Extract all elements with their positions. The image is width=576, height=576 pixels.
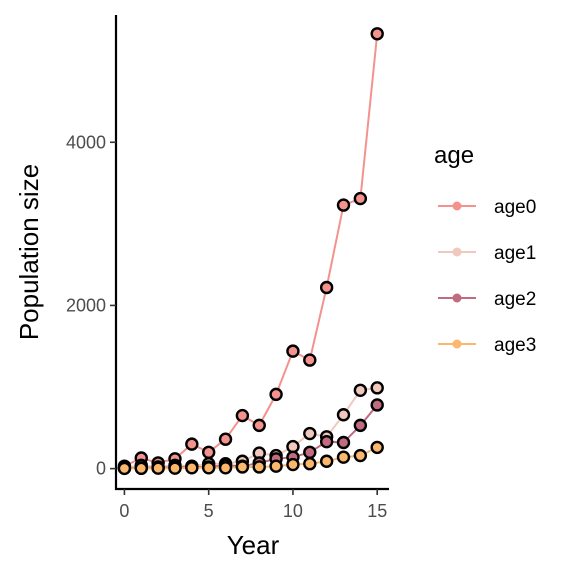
data-point-age3 [269, 459, 283, 473]
data-point-age3 [303, 457, 317, 471]
x-tick-label: 5 [204, 501, 214, 521]
data-point-age3 [218, 461, 233, 475]
data-point-age0 [185, 437, 199, 451]
data-point-age3 [168, 461, 182, 475]
data-point-age2 [336, 435, 351, 450]
y-tick-label: 4000 [66, 132, 106, 152]
legend-title: age [434, 142, 474, 169]
y-tick-label: 2000 [66, 295, 106, 315]
x-tick-label: 10 [283, 501, 303, 521]
data-point-age0 [353, 191, 368, 206]
data-point-age1 [303, 426, 317, 441]
series-line-age0 [123, 33, 379, 468]
x-axis-title: Year [227, 530, 280, 560]
series-lines [123, 33, 379, 470]
data-point-age1 [353, 383, 368, 397]
legend-key-point-age1 [452, 247, 462, 257]
data-point-age0 [286, 344, 300, 358]
data-point-age0 [269, 387, 283, 402]
data-point-age0 [336, 198, 351, 212]
legend-label-age1: age1 [494, 243, 536, 264]
x-tick-label: 0 [119, 501, 129, 521]
data-point-age3 [353, 448, 368, 463]
data-point-age3 [252, 460, 266, 474]
legend-label-age2: age2 [494, 289, 536, 310]
axes: 0 5 10 15 0 2000 4000 [66, 15, 389, 521]
data-point-age2 [353, 418, 368, 433]
legend-label-age3: age3 [494, 335, 536, 356]
data-point-age3 [336, 450, 351, 464]
legend-label-age0: age0 [494, 197, 536, 218]
data-point-age0 [319, 280, 334, 295]
data-point-age3 [117, 461, 132, 476]
data-point-age0 [370, 27, 384, 41]
data-point-age0 [303, 353, 317, 367]
data-point-age3 [185, 461, 199, 475]
data-point-age0 [201, 445, 216, 459]
data-point-age3 [235, 460, 250, 474]
data-point-age1 [370, 381, 384, 395]
data-point-age2 [370, 398, 384, 412]
data-point-age2 [319, 434, 334, 449]
data-point-age0 [252, 418, 266, 433]
series-line-age3 [124, 446, 378, 470]
legend-key-point-age3 [452, 339, 462, 349]
data-point-age1 [286, 439, 300, 454]
legend-key-point-age0 [452, 201, 462, 211]
series-line-age1 [124, 386, 378, 469]
data-point-age3 [286, 457, 300, 472]
legend: age age0 age1 age2 age3 [434, 142, 536, 356]
y-tick-label: 0 [96, 459, 106, 479]
data-point-age3 [370, 440, 384, 455]
data-point-age2 [303, 445, 317, 459]
data-point-age3 [151, 461, 165, 475]
y-axis-title: Population size [14, 164, 44, 340]
data-point-age0 [235, 408, 250, 423]
data-point-age3 [134, 461, 148, 476]
series-points [117, 27, 384, 476]
data-point-age0 [218, 432, 233, 446]
legend-key-point-age2 [452, 293, 462, 303]
data-point-age3 [201, 461, 216, 475]
x-tick-label: 15 [367, 501, 387, 521]
data-point-age1 [336, 408, 351, 422]
data-point-age3 [319, 454, 334, 468]
